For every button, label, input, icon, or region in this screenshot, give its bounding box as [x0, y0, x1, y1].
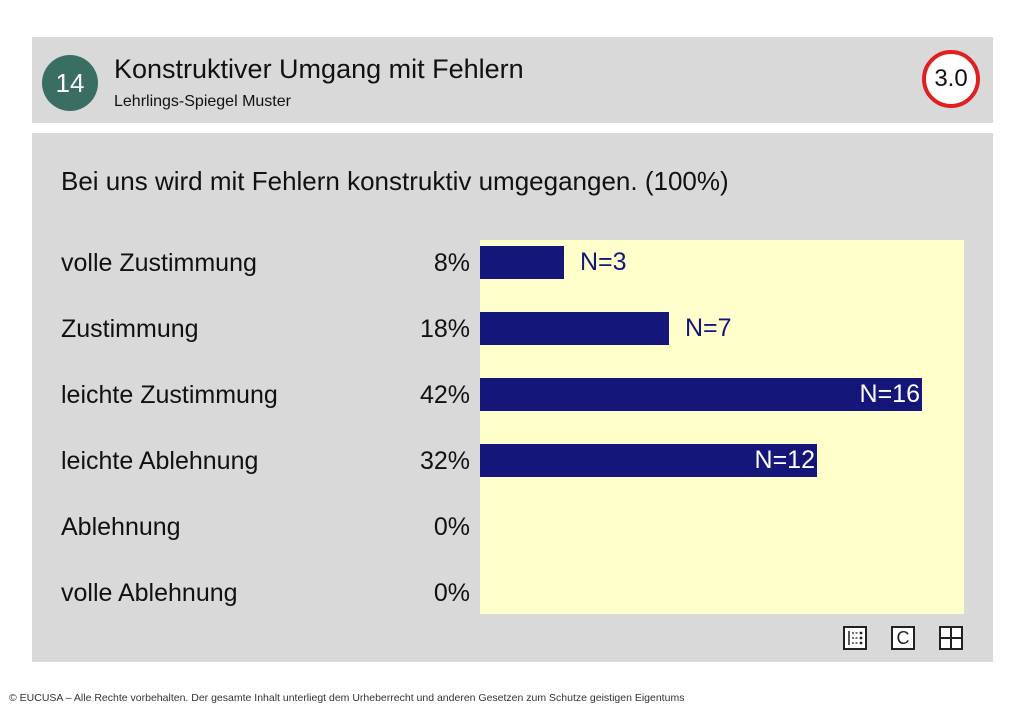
copyright-footer: © EUCUSA – Alle Rechte vorbehalten. Der … [9, 692, 685, 704]
page-subtitle: Lehrlings-Spiegel Muster [114, 93, 291, 110]
page-number-badge: 14 [42, 55, 98, 111]
list-icon-glyph [848, 631, 863, 645]
count-label: N=7 [685, 314, 732, 342]
category-label: leichte Ablehnung [61, 447, 259, 475]
grid-icon-glyph [941, 628, 961, 648]
list-icon[interactable] [843, 626, 867, 650]
count-label: N=16 [859, 380, 920, 408]
bar [480, 312, 669, 345]
category-label: volle Zustimmung [61, 249, 257, 277]
score-badge: 3.0 [922, 50, 980, 108]
header-panel [32, 37, 993, 123]
grid-icon[interactable] [939, 626, 963, 650]
percent-label: 0% [433, 579, 470, 607]
c-icon[interactable]: C [891, 626, 915, 650]
category-label: leichte Zustimmung [61, 381, 278, 409]
page-title: Konstruktiver Umgang mit Fehlern [114, 54, 524, 84]
count-label: N=12 [754, 446, 815, 474]
category-label: volle Ablehnung [61, 579, 238, 607]
category-label: Zustimmung [61, 315, 199, 343]
bar [480, 378, 922, 411]
percent-label: 8% [433, 249, 470, 277]
percent-label: 0% [433, 513, 470, 541]
category-label: Ablehnung [61, 513, 181, 541]
chart-title: Bei uns wird mit Fehlern konstruktiv umg… [61, 166, 729, 196]
percent-label: 42% [419, 381, 470, 409]
percent-label: 32% [419, 447, 470, 475]
bar [480, 444, 817, 477]
count-label: N=3 [580, 248, 627, 276]
chart-plot-area: N=3 N=7 N=16 N=12 [480, 240, 964, 614]
bar [480, 246, 564, 279]
percent-label: 18% [419, 315, 470, 343]
